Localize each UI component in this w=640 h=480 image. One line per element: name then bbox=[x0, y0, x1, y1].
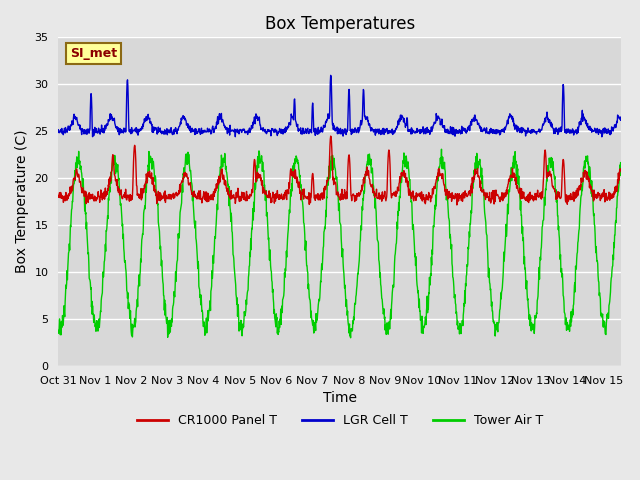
Text: SI_met: SI_met bbox=[70, 47, 116, 60]
Y-axis label: Box Temperature (C): Box Temperature (C) bbox=[15, 130, 29, 274]
X-axis label: Time: Time bbox=[323, 391, 357, 405]
Legend: CR1000 Panel T, LGR Cell T, Tower Air T: CR1000 Panel T, LGR Cell T, Tower Air T bbox=[131, 409, 548, 432]
Title: Box Temperatures: Box Temperatures bbox=[265, 15, 415, 33]
